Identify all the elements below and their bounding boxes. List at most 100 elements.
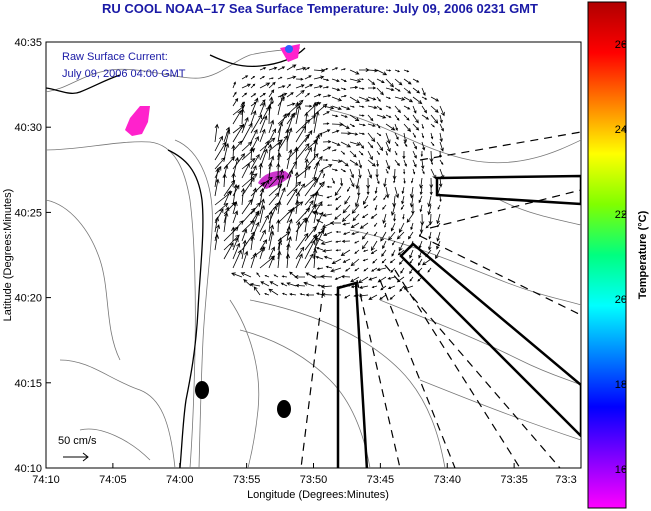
current-vector [379,294,387,300]
current-vector [358,123,366,127]
colorbar-tick-label: 16 [615,464,627,476]
current-vector [277,76,283,80]
current-vector [240,272,252,278]
x-tick-label: 74:00 [166,474,194,486]
current-vector [331,67,339,71]
sst-patch-north-cool [285,45,293,53]
current-vector [340,78,347,82]
current-vector [331,96,343,102]
transect-box-south [336,281,369,468]
current-vector [232,210,239,224]
current-vector [268,224,274,242]
current-vector [294,171,299,188]
current-vector [223,190,231,206]
current-vector [315,219,324,224]
current-vector [367,68,379,73]
current-vector [268,288,279,296]
current-vector [429,186,433,196]
current-vector [232,201,238,215]
current-vector [358,150,364,156]
current-vector [352,213,360,222]
current-vector [409,186,414,199]
current-vector [394,87,401,92]
current-vector [412,132,416,138]
current-vector [398,240,405,252]
current-vector [313,139,318,161]
current-vector [341,213,351,223]
surface-current-vectors [214,64,445,300]
current-vector [340,123,350,129]
current-vector [417,258,423,266]
current-vector [241,75,249,80]
current-vector [294,146,299,170]
current-vector [268,255,275,269]
y-tick-label: 40:20 [14,293,42,305]
current-vector [385,96,391,100]
colorbar-tick-label: 26 [615,39,627,51]
current-legend-line1: Raw Surface Current: [62,51,168,63]
current-vector [388,231,396,241]
current-vector [320,240,333,245]
current-vector [321,222,333,228]
current-vector [349,69,360,75]
current-vector [340,168,347,173]
current-vector [376,150,380,156]
current-vector [268,81,276,89]
current-vector [385,78,394,88]
current-vector [367,159,376,167]
current-vector [214,165,222,179]
current-vector [331,258,342,265]
current-vector [403,141,408,148]
current-vector [389,258,396,264]
current-vector [421,87,426,97]
current-vector [363,267,369,272]
current-vector [286,218,293,233]
current-vector [391,249,396,257]
current-vector [214,123,219,143]
current-vector [304,111,309,134]
x-axis-ticks: 74:10 74:05 74:00 73:55 73:50 73:45 73:40 73:35… [32,463,582,486]
current-vector [313,75,325,80]
current-vector [295,66,307,71]
dashed-radial-lines [300,131,581,468]
current-vector [385,150,388,156]
current-vector [240,187,246,206]
current-vector [351,204,360,214]
current-vector [259,82,271,89]
current-vector [421,105,427,114]
current-vector [393,177,396,184]
current-vector [267,143,273,161]
current-vector [289,271,297,278]
current-vector [340,94,347,98]
current-vector [370,249,378,255]
current-vector [427,195,432,208]
current-vector [304,200,314,215]
current-vector [382,204,387,210]
current-vector [410,222,414,231]
current-vector [340,150,346,155]
current-vector [355,177,360,190]
current-vector [363,249,369,252]
current-vector [412,159,417,168]
current-vector [250,114,263,134]
current-vector [340,177,344,187]
current-vector [268,155,275,170]
current-vector [335,249,342,252]
thick-transect-boxes [336,174,581,468]
current-vector [258,162,263,179]
current-vector [277,168,284,188]
current-vector [214,135,223,152]
current-vector [367,123,376,127]
current-vector [368,294,378,300]
current-vector [412,114,419,124]
current-vector [421,258,432,266]
current-vector [335,240,342,243]
current-vector [313,236,324,242]
current-vector [322,146,332,152]
x-tick-label: 73:35 [500,474,528,486]
current-vector [322,158,329,162]
current-vector [376,177,380,185]
current-vector [268,77,274,80]
x-tick-label: 73:50 [300,474,328,486]
current-vector [268,210,274,233]
